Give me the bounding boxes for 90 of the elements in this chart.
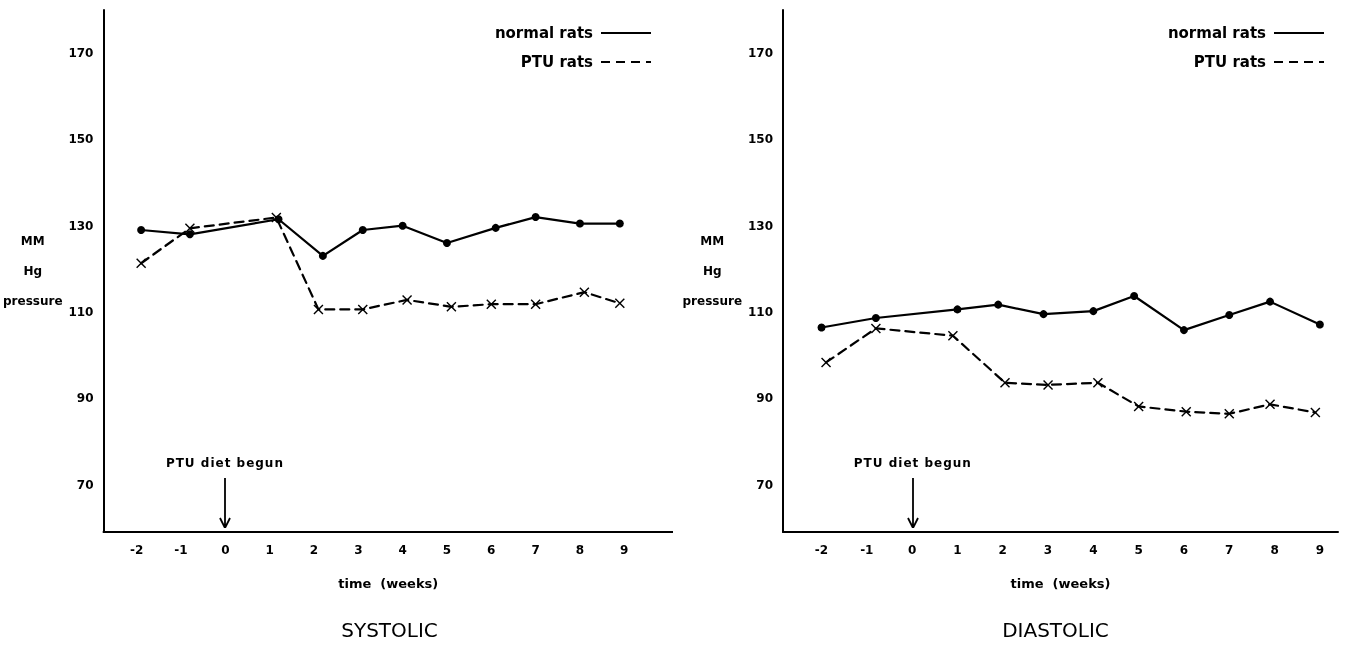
x-tick-label: 0	[907, 543, 917, 557]
x-tick-label: -2	[814, 543, 829, 557]
x-tick-label: 3	[1043, 543, 1053, 557]
x-tick-label: 2	[998, 543, 1007, 557]
point	[358, 226, 367, 235]
text: DIASTOLIC	[1002, 618, 1109, 642]
point	[398, 221, 407, 230]
point	[318, 251, 327, 260]
point	[442, 238, 451, 247]
point	[817, 323, 826, 332]
legend-label: normal rats	[1167, 23, 1267, 42]
point	[994, 300, 1003, 309]
y-tick-label: 130	[68, 218, 94, 233]
x-tick-label: 4	[398, 543, 407, 557]
annotation: PTU diet begun	[165, 456, 284, 470]
x-tick-label: 5	[442, 543, 452, 557]
y-tick-label: 170	[68, 46, 94, 61]
point	[1265, 399, 1276, 410]
point	[1224, 408, 1235, 419]
point	[137, 226, 146, 235]
x-tick-label: 3	[354, 543, 363, 557]
x-tick-label: 8	[575, 543, 585, 557]
point	[1092, 377, 1103, 388]
point	[185, 230, 194, 239]
x-tick-label: 0	[221, 543, 230, 557]
y-tick-label: 90	[76, 391, 94, 406]
point	[402, 294, 413, 305]
legend-label: normal rats	[494, 23, 594, 42]
point	[1315, 320, 1324, 329]
text: MM Hg pressure	[3, 234, 63, 308]
point	[614, 298, 625, 309]
point	[486, 299, 497, 310]
annotation: PTU diet begun	[853, 456, 972, 470]
point	[575, 219, 584, 228]
y-tick-label: 110	[68, 304, 94, 319]
x-tick-label: 4	[1089, 543, 1098, 557]
point	[446, 301, 457, 312]
x-axis-title: time (weeks)	[338, 576, 439, 591]
x-tick-label: 1	[265, 543, 274, 557]
y-tick-label: 90	[756, 391, 773, 406]
point	[953, 305, 962, 314]
point	[1089, 307, 1098, 316]
point	[1266, 297, 1275, 306]
point	[531, 213, 540, 222]
point	[1181, 406, 1192, 417]
text: SYSTOLIC	[341, 618, 438, 642]
point	[1179, 326, 1188, 335]
y-tick-label: 150	[68, 132, 94, 147]
point	[615, 219, 624, 228]
point	[947, 330, 958, 341]
x-tick-label: -2	[130, 543, 144, 557]
y-tick-label: 70	[76, 477, 94, 492]
point	[1130, 292, 1139, 301]
x-tick-label: 6	[487, 543, 496, 557]
x-tick-label: 7	[1225, 543, 1234, 557]
legend-label: PTU rats	[1193, 52, 1267, 71]
text: MM Hg pressure	[682, 234, 743, 308]
x-tick-label: 6	[1179, 543, 1189, 557]
x-tick-label: 7	[531, 543, 540, 557]
point	[136, 258, 147, 269]
point	[1133, 401, 1144, 412]
point	[357, 304, 368, 315]
y-tick-label: 110	[747, 304, 773, 319]
x-tick-label: 9	[620, 543, 629, 557]
x-tick-label: -1	[860, 543, 874, 557]
point	[870, 323, 881, 334]
y-tick-label: 170	[747, 46, 773, 61]
point	[184, 223, 195, 234]
legend-label: PTU rats	[520, 52, 594, 71]
point	[1225, 311, 1234, 319]
point	[1039, 310, 1048, 319]
x-tick-label: 1	[953, 543, 962, 557]
point	[1310, 407, 1321, 418]
x-tick-label: 8	[1270, 543, 1279, 557]
x-tick-label: 9	[1315, 543, 1325, 557]
point	[530, 299, 541, 310]
x-tick-label: 2	[309, 543, 319, 557]
y-tick-label: 150	[747, 132, 773, 147]
point	[579, 287, 590, 298]
y-tick-label: 70	[756, 477, 773, 492]
y-tick-label: 130	[747, 218, 773, 233]
point	[821, 357, 832, 368]
point	[871, 314, 880, 323]
point	[1043, 379, 1054, 390]
point	[313, 304, 324, 315]
x-axis-title: time (weeks)	[1010, 576, 1111, 591]
x-tick-label: 5	[1134, 543, 1143, 557]
point	[491, 223, 500, 232]
point	[1000, 377, 1010, 388]
x-tick-label: -1	[174, 543, 188, 557]
